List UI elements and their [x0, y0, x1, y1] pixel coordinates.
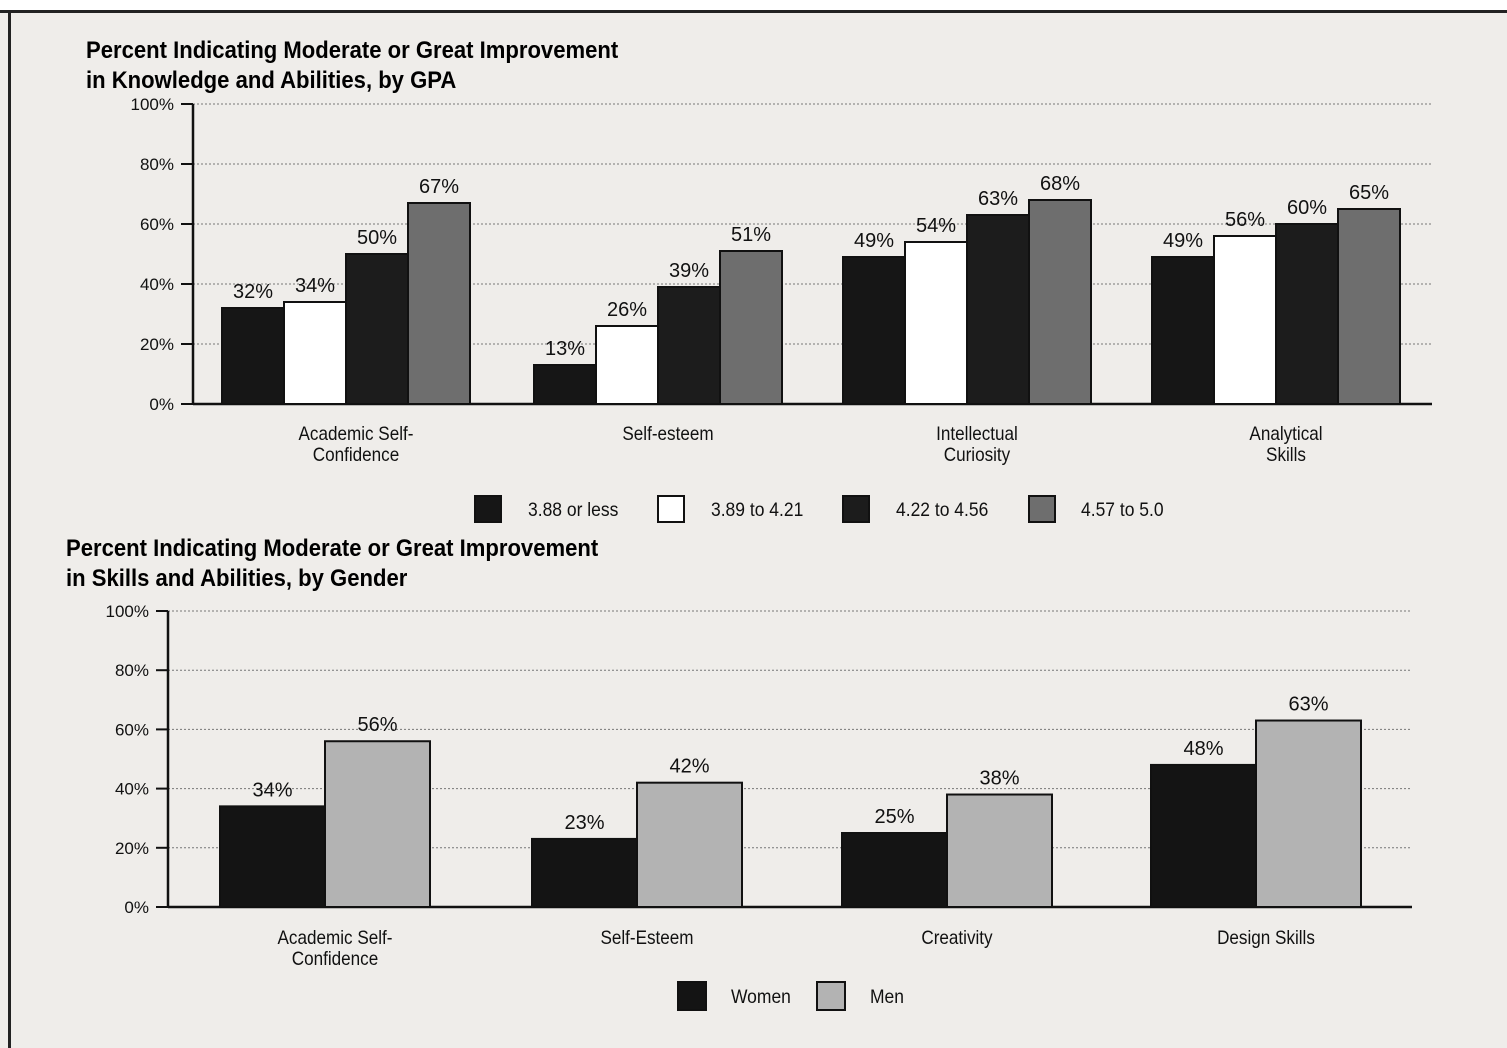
gpa-bar: [719, 250, 783, 405]
gpa-legend-label: 4.22 to 4.56: [896, 498, 988, 520]
gpa-y-tick-label: 40%: [140, 275, 174, 294]
gender-bar: [636, 781, 743, 908]
gender-bar: [946, 793, 1053, 909]
gender-bar: [1255, 719, 1362, 909]
gender-y-tick-label: 20%: [115, 839, 149, 858]
gpa-category-label: Confidence: [313, 444, 399, 465]
gender-bar: [324, 740, 431, 908]
gender-legend-swatch: [677, 981, 707, 1011]
gpa-bar-value-label: 51%: [731, 224, 771, 246]
gpa-legend-label: 3.89 to 4.21: [711, 498, 803, 520]
gender-bar-value-label: 48%: [1183, 738, 1223, 760]
gpa-category-label: Intellectual: [936, 423, 1018, 444]
gpa-legend-label: 4.57 to 5.0: [1081, 498, 1164, 520]
gender-bar-value-label: 56%: [357, 714, 397, 736]
gpa-legend-swatch: [474, 495, 502, 523]
gender-category-label: Confidence: [292, 948, 378, 969]
gender-bar-value-label: 34%: [252, 779, 292, 801]
gender-y-tick-label: 0%: [124, 898, 149, 917]
gpa-bar-value-label: 34%: [295, 275, 335, 297]
gender-category-label: Self-Esteem: [600, 927, 693, 948]
chart-gender-plot: 0% 20% 40% 60% 80% 100% 34% 56% Academic Self-Co…: [106, 602, 1412, 1011]
chart-gender-title-line2: in Skills and Abilities, by Gender: [66, 564, 407, 591]
chart-gender-title-line1: Percent Indicating Moderate or Great Imp…: [66, 534, 599, 561]
gender-legend-label: Women: [731, 985, 791, 1007]
gpa-bar-value-label: 39%: [669, 260, 709, 282]
gender-category-label: Design Skills: [1217, 927, 1315, 948]
gpa-bar: [407, 202, 471, 405]
gpa-bar-value-label: 50%: [357, 227, 397, 249]
gpa-bar: [1028, 199, 1092, 405]
gender-y-tick-label: 40%: [115, 780, 149, 799]
gpa-bar-value-label: 65%: [1349, 182, 1389, 204]
gpa-legend-swatch: [657, 495, 685, 523]
gender-bar-value-label: 25%: [874, 806, 914, 828]
gender-legend-swatch: [816, 981, 846, 1011]
gender-bar: [531, 837, 638, 908]
top-border: [0, 0, 1507, 13]
gpa-bar-value-label: 67%: [419, 176, 459, 198]
gender-y-tick-label: 100%: [106, 602, 149, 621]
chart-gender: Percent Indicating Moderate or Great Imp…: [66, 534, 1412, 1011]
chart-gpa-plot: 0% 20% 40% 60% 80% 100% 32% 34% 50% 67% Academic S…: [131, 95, 1432, 523]
gpa-bar: [1213, 235, 1277, 405]
gpa-bar-value-label: 13%: [545, 338, 585, 360]
gender-bar: [219, 805, 326, 908]
gender-bar-value-label: 38%: [979, 768, 1019, 790]
gpa-bar: [533, 364, 597, 405]
chart-gpa-title-line2: in Knowledge and Abilities, by GPA: [86, 66, 457, 93]
gpa-category-label: Analytical: [1249, 423, 1322, 444]
gpa-legend-swatch: [842, 495, 870, 523]
gpa-bar-value-label: 32%: [233, 281, 273, 303]
gpa-bar-value-label: 49%: [1163, 230, 1203, 252]
gpa-y-tick-label: 60%: [140, 215, 174, 234]
gpa-bar: [904, 241, 968, 405]
gpa-bar-value-label: 54%: [916, 215, 956, 237]
gpa-y-tick-label: 100%: [131, 95, 174, 114]
gpa-category-label: Curiosity: [944, 444, 1010, 465]
gpa-bar: [1275, 223, 1339, 405]
gpa-legend-swatch: [1028, 495, 1056, 523]
gpa-bar-value-label: 26%: [607, 299, 647, 321]
gpa-y-tick-label: 0%: [149, 395, 174, 414]
gpa-legend-label: 3.88 or less: [528, 498, 618, 520]
gpa-bar: [283, 301, 347, 405]
gender-category-label: Academic Self-: [278, 927, 393, 948]
gender-bar-value-label: 23%: [564, 812, 604, 834]
left-border: [8, 10, 11, 1048]
gpa-bar: [1151, 256, 1215, 405]
gpa-bar: [345, 253, 409, 405]
gender-bar: [841, 832, 948, 908]
gpa-category-label: Academic Self-: [299, 423, 414, 444]
gpa-y-tick-label: 80%: [140, 155, 174, 174]
chart-gpa-title-line1: Percent Indicating Moderate or Great Imp…: [86, 36, 619, 63]
gpa-bar-value-label: 63%: [978, 188, 1018, 210]
gender-y-tick-label: 80%: [115, 661, 149, 680]
gpa-bar: [966, 214, 1030, 405]
gender-category-label: Creativity: [921, 927, 992, 948]
gpa-bar: [595, 325, 659, 405]
gender-bar: [1150, 763, 1257, 908]
gpa-bar: [657, 286, 721, 405]
gpa-bar: [842, 256, 906, 405]
gender-legend-label: Men: [870, 985, 904, 1007]
gpa-category-label: Self-esteem: [622, 423, 713, 444]
chart-gpa: Percent Indicating Moderate or Great Imp…: [86, 36, 1432, 523]
gpa-bar-value-label: 60%: [1287, 197, 1327, 219]
gpa-bar: [1337, 208, 1401, 405]
gender-bar-value-label: 42%: [669, 756, 709, 778]
gpa-bar-value-label: 49%: [854, 230, 894, 252]
gpa-category-label: Skills: [1266, 444, 1306, 465]
gender-y-tick-label: 60%: [115, 720, 149, 739]
gender-bar-value-label: 63%: [1288, 694, 1328, 716]
gpa-bar-value-label: 56%: [1225, 209, 1265, 231]
gpa-bar: [221, 307, 285, 405]
gpa-bar-value-label: 68%: [1040, 173, 1080, 195]
gpa-y-tick-label: 20%: [140, 335, 174, 354]
